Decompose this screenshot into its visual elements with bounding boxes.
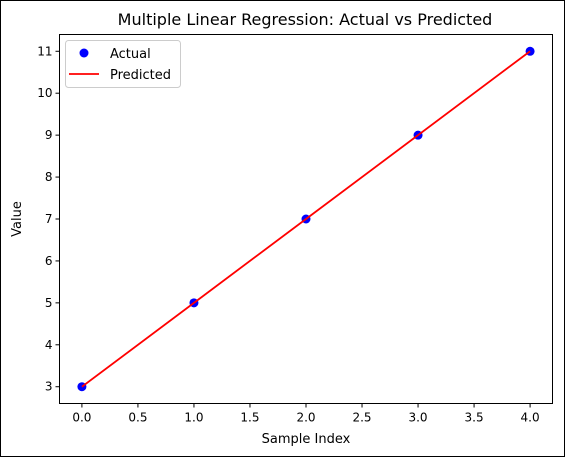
x-tick-label: 2.0 [296,411,315,425]
x-tick-label: 0.5 [128,411,147,425]
y-tick-label: 11 [37,44,52,58]
y-axis-label: Value [10,201,25,237]
y-tick-label: 9 [45,128,53,142]
y-tick-label: 6 [45,254,53,268]
y-tick-label: 5 [45,296,53,310]
y-tick-label: 7 [45,212,53,226]
x-tick-label: 3.5 [465,411,484,425]
y-tick-label: 4 [45,338,53,352]
x-tick-label: 0.0 [72,411,91,425]
x-tick-label: 1.5 [240,411,259,425]
y-tick-label: 10 [37,86,52,100]
x-tick-label: 2.5 [352,411,371,425]
chart-title: Multiple Linear Regression: Actual vs Pr… [118,10,493,29]
plot-frame [59,34,553,404]
legend-box [65,40,181,88]
x-tick-label: 1.0 [184,411,203,425]
y-tick-label: 8 [45,170,53,184]
predicted-line [81,50,531,388]
data-layer [77,46,535,392]
x-axis-label: Sample Index [262,432,351,447]
x-tick-label: 4.0 [521,411,540,425]
x-tick-label: 3.0 [408,411,427,425]
legend: Actual Predicted [65,40,181,88]
legend-actual-marker [79,48,89,58]
ticks-layer: 0.0 0.5 1.0 1.5 2.0 2.5 3.0 3.5 4.0 3 4 5 6 7 8 9 10 11 [37,44,539,424]
legend-actual-label: Actual [110,47,151,62]
y-tick-label: 3 [45,380,53,394]
legend-predicted-label: Predicted [110,68,171,83]
